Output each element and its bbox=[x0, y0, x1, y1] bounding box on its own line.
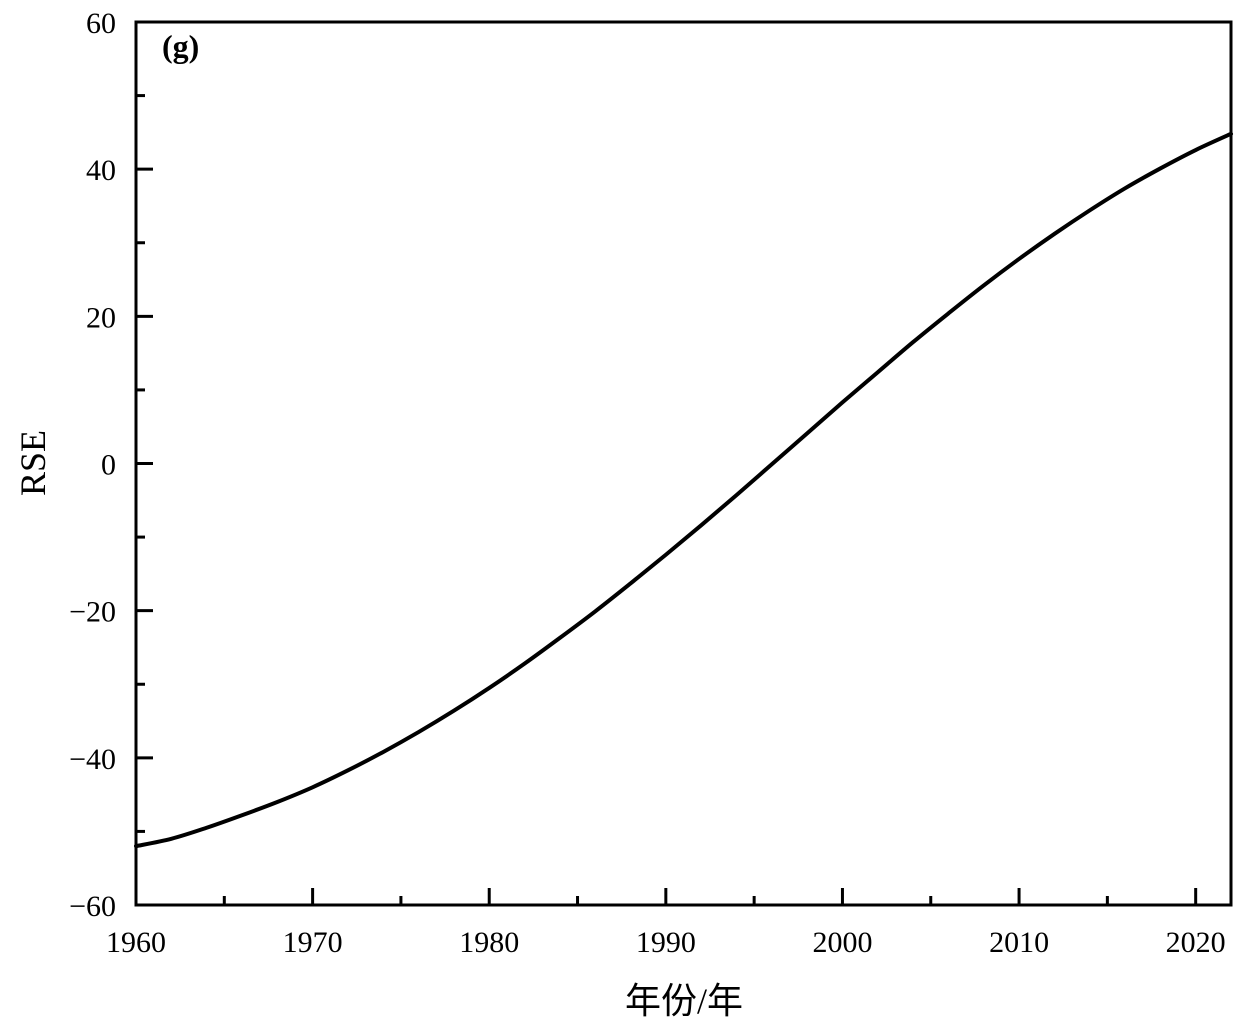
x-axis-title: 年份/年 bbox=[625, 981, 743, 1021]
x-tick-label: 1970 bbox=[283, 926, 343, 959]
panel-label: (g) bbox=[162, 28, 199, 64]
y-tick-label: 60 bbox=[86, 7, 116, 40]
y-tick-label: −40 bbox=[69, 743, 116, 776]
plot-frame bbox=[134, 20, 1233, 907]
y-tick-label: 20 bbox=[86, 301, 116, 334]
y-tick-label: −20 bbox=[69, 596, 116, 629]
rse-line bbox=[134, 131, 1233, 849]
x-tick-label: 1980 bbox=[459, 926, 519, 959]
y-tick-label: 0 bbox=[101, 449, 116, 482]
x-tick-label: 2020 bbox=[1166, 926, 1226, 959]
y-axis-title: RSE bbox=[13, 430, 53, 496]
axis-tick-labels: 1960 1970 1980 1990 2000 2010 2020 −60 −40 −20 0 20… bbox=[69, 7, 1226, 959]
y-tick-label: 40 bbox=[86, 154, 116, 187]
axis-ticks bbox=[134, 20, 1198, 907]
x-tick-label: 2010 bbox=[989, 926, 1049, 959]
y-tick-label: −60 bbox=[69, 890, 116, 923]
x-tick-label: 2000 bbox=[812, 926, 872, 959]
x-tick-label: 1990 bbox=[636, 926, 696, 959]
x-tick-label: 1960 bbox=[106, 926, 166, 959]
